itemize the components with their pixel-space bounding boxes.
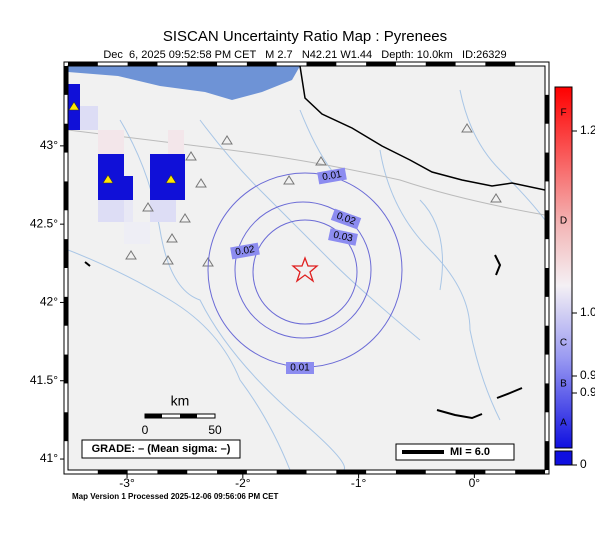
coast-islands	[84, 254, 523, 420]
y-tick-label: 41.5°	[30, 373, 58, 387]
contour-label-box	[317, 167, 347, 185]
contour-label: 0.03	[328, 228, 358, 246]
grade-label: B	[560, 379, 567, 390]
contour-label: 0.01	[317, 167, 347, 185]
frame-bar	[545, 268, 549, 297]
frame-bar	[336, 470, 367, 474]
frame-bar	[545, 325, 549, 355]
y-tick-label: 42.5°	[30, 216, 58, 230]
frame-bar	[97, 470, 128, 474]
grade-label: D	[560, 216, 567, 227]
country-border	[299, 66, 545, 191]
frame-bar	[64, 123, 68, 153]
grade-label: C	[560, 338, 567, 349]
frame-bar	[64, 181, 68, 211]
x-tick-label: -2°	[235, 476, 251, 490]
colorbar-label: 0.9	[580, 368, 595, 382]
x-tick-label: 0°	[469, 476, 481, 490]
frame-bar	[455, 470, 486, 474]
scale-bar: km 0 50	[142, 393, 222, 437]
grade-label: A	[560, 418, 567, 429]
x-tick-label: -1°	[351, 476, 367, 490]
contour-label: 0.01	[286, 362, 314, 374]
map-area: 0.010.020.030.020.01 km 0 50 GRADE: – (M…	[68, 66, 545, 470]
colorbar-label: 0.9	[580, 385, 595, 399]
mi-box	[395, 443, 515, 461]
frame-bar	[545, 152, 549, 182]
frame-bar	[545, 383, 549, 413]
contour-label-box	[286, 362, 314, 374]
frame-bar	[127, 62, 158, 66]
contour-label-text: 0.02	[234, 244, 256, 258]
contour-label-text: 0.01	[290, 363, 310, 374]
frame-bar	[485, 62, 516, 66]
x-tick-label: -3°	[119, 476, 135, 490]
subtitle: Dec 6, 2025 09:52:58 PM CET M 2.7 N42.21…	[103, 49, 506, 61]
contour	[252, 219, 358, 325]
frame-bar	[64, 239, 68, 268]
land	[68, 66, 545, 470]
frame-bar	[68, 62, 98, 66]
contour	[234, 201, 372, 339]
epicenter-star	[291, 256, 319, 283]
frame-bar	[306, 62, 337, 66]
y-tick-label: 41°	[40, 451, 58, 465]
colorbar-labels: F D C B A 1.2 1.0 0.9 0.9 0	[560, 108, 595, 472]
contour-label-text: 0.01	[321, 169, 343, 183]
frame-bar	[395, 470, 426, 474]
frame-bar	[64, 354, 68, 384]
mi-bar	[402, 450, 444, 454]
frame-bar	[187, 62, 218, 66]
footer: Map Version 1 Processed 2025-12-06 09:56…	[72, 492, 278, 501]
frame-bar	[545, 441, 549, 470]
contour-label-box	[328, 228, 358, 246]
contour-label-box	[230, 242, 260, 260]
frame-bar	[366, 62, 396, 66]
admin-border	[68, 129, 545, 216]
contour-label: 0.02	[230, 242, 260, 260]
contour-label-box	[330, 208, 362, 230]
sea	[68, 66, 300, 100]
axes: -3° -2° -1° 0° 41° 41.5° 42° 42.5° 43°	[30, 138, 480, 490]
frame-bar	[545, 94, 549, 124]
scale-title: km	[171, 393, 190, 409]
title: SISCAN Uncertainty Ratio Map : Pyrenees	[163, 28, 447, 45]
frame-bar	[64, 412, 68, 442]
y-tick-label: 42°	[40, 295, 58, 309]
colorbar-zero	[554, 450, 573, 466]
y-tick-label: 43°	[40, 138, 58, 152]
contours: 0.010.020.030.020.01	[207, 167, 403, 374]
grade-label: F	[560, 108, 566, 119]
frame-bars	[64, 62, 549, 474]
frame-bar	[246, 62, 277, 66]
stations-highlighted	[68, 101, 177, 184]
contour-label-text: 0.03	[332, 230, 354, 245]
frame-bar	[276, 470, 307, 474]
scale-label: 0	[142, 423, 149, 437]
frame-bar	[64, 296, 68, 326]
scale-label: 50	[208, 423, 222, 437]
frame-bar	[64, 66, 68, 95]
frame-bar	[217, 470, 247, 474]
colorbar-label: 1.0	[580, 305, 595, 319]
frame-bar	[157, 470, 188, 474]
frame-bar	[545, 210, 549, 240]
grade-text: GRADE: – (Mean sigma: –)	[92, 443, 231, 455]
frame-bar	[515, 470, 545, 474]
colorbar-label: 0	[580, 457, 587, 471]
colorbar-label: 1.2	[580, 123, 595, 137]
frame-bar	[425, 62, 456, 66]
grade-box	[81, 439, 241, 459]
colorbar	[554, 86, 573, 449]
mi-text: MI = 6.0	[450, 446, 490, 458]
